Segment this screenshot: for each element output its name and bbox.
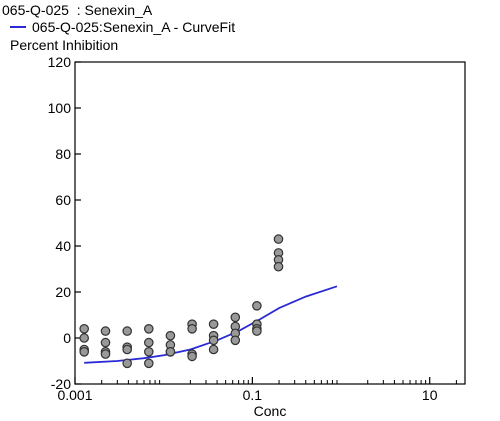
data-point [144,358,154,369]
data-point [122,326,132,336]
chart-title: 065-Q-025 : Senexin_A [2,2,153,18]
data-point [122,358,132,369]
data-point [122,344,132,355]
data-point [144,323,154,334]
y-tick-label: 0 [63,330,71,346]
x-tick-label: 10 [422,387,438,403]
data-point [230,335,241,346]
legend-label: 065-Q-025:Senexin_A - CurveFit [32,19,236,35]
data-point [273,261,284,272]
y-tick-label: 40 [55,238,71,254]
data-point [208,344,219,355]
data-point [79,323,89,334]
y-tick-label: 60 [55,192,71,208]
y-tick-label: 80 [55,146,71,162]
data-point [208,319,219,329]
y-tick-label: 100 [48,100,72,116]
data-point [208,335,219,346]
x-tick-label: 0.001 [57,387,92,403]
data-point [100,326,111,336]
data-point [144,346,154,357]
y-tick-label: 20 [55,284,71,300]
points-layer [79,234,284,369]
plot-frame [74,61,466,385]
data-point [100,337,111,348]
data-point [252,326,262,336]
data-point [252,300,262,311]
x-axis-label: Conc [254,403,287,419]
data-point [79,333,89,343]
data-point [273,234,284,244]
legend: 065-Q-025:Senexin_A - CurveFit [10,19,235,35]
data-point [165,346,176,357]
data-point [187,351,197,362]
data-point [144,337,154,348]
y-axis-label: Percent Inhibition [10,37,119,53]
data-point [100,349,111,359]
data-point [165,330,176,341]
data-point [187,323,197,334]
y-tick-label: 120 [48,54,72,70]
data-point [79,346,89,357]
data-point [230,312,241,323]
axes: -20 0 20 40 60 80 100 120 0.001 0.1 10 [48,54,466,403]
legend-line-swatch [10,26,26,28]
x-tick-label: 0.1 [243,387,263,403]
y-tick-label: -20 [51,376,71,392]
